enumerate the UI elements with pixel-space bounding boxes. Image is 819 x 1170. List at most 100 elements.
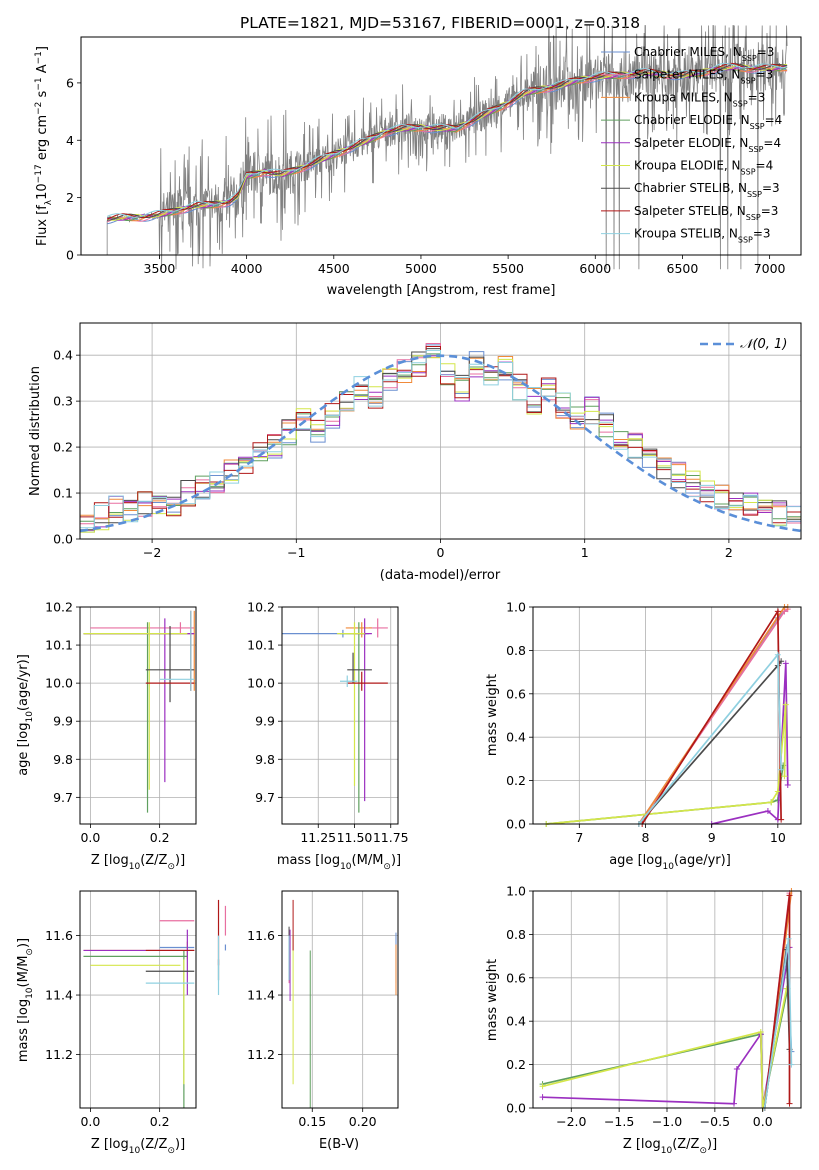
residual-y-ticklabel: 0.2 <box>53 440 73 455</box>
spectrum-y-ticklabel: 2 <box>66 190 74 205</box>
model-spectrum-line <box>107 62 788 218</box>
mw-age-x-ticklabel: 8 <box>642 830 650 845</box>
age-z-y-ticklabel: 10.1 <box>45 638 73 653</box>
age-z-x-ticklabel: 0.2 <box>150 830 170 845</box>
massweight-line <box>542 988 788 1109</box>
massweight-marker <box>778 766 785 773</box>
age-mass-y-ticklabel: 9.8 <box>255 752 275 767</box>
residual-y-label: Normed distribution <box>28 366 43 496</box>
mass-ebv-x-ticklabel: 0.20 <box>349 1114 377 1129</box>
mass-ebv-x-ticks: 0.15 0.20 <box>298 1108 377 1129</box>
massweight-vs-age-panel: 7 8 9 10 0.0 0.2 0.4 0.6 0.8 1.0 age [log10(age/… <box>485 600 802 872</box>
mass-z-x-label: Z [log10(Z/Z⊙)] <box>91 1137 185 1156</box>
age-mass-y-ticklabel: 10.0 <box>247 676 275 691</box>
mw-age-y-ticks: 0.0 0.2 0.4 0.6 0.8 1.0 <box>506 600 533 832</box>
spectrum-axes-frame <box>80 36 802 256</box>
mw-z-x-ticklabel: −1.0 <box>652 1114 682 1129</box>
mw-z-x-ticklabel: −1.5 <box>604 1114 634 1129</box>
mw-age-y-ticklabel: 1.0 <box>506 600 526 615</box>
mass-vs-ebv-panel: 0.15 0.20 11.2 11.4 11.6 E(B-V) <box>247 890 399 1152</box>
age-z-x-ticklabel: 0.0 <box>80 830 100 845</box>
mw-z-y-ticklabel: 0.6 <box>506 970 526 985</box>
age-z-axes-frame <box>79 606 197 825</box>
age-mass-x-ticks: 11.25 11.50 11.75 <box>300 824 409 845</box>
age-z-y-ticklabel: 10.0 <box>45 676 73 691</box>
mass-z-x-ticks: 0.0 0.2 <box>80 1108 170 1129</box>
residual-x-ticklabel: 1 <box>581 545 589 560</box>
legend-label: Chabrier STELIB, NSSP=3 <box>634 181 780 199</box>
legend-label: Kroupa MILES, NSSP=3 <box>634 90 765 108</box>
age-z-y-ticks: 9.7 9.8 9.9 10.0 10.1 10.2 <box>45 600 80 805</box>
legend-label: Salpeter ELODIE, NSSP=4 <box>634 136 781 154</box>
mw-age-y-label: mass weight <box>485 674 500 756</box>
mw-age-x-ticks: 7 8 9 10 <box>575 824 786 845</box>
residual-y-ticklabel: 0.4 <box>53 348 73 363</box>
mw-z-y-label: mass weight <box>485 959 500 1041</box>
mw-z-x-ticklabel: −0.5 <box>700 1114 730 1129</box>
age-z-x-label: Z [log10(Z/Z⊙)] <box>91 853 185 872</box>
age-mass-errorbars <box>282 618 388 813</box>
legend-label: Salpeter STELIB, NSSP=3 <box>634 204 778 222</box>
massweight-marker <box>774 797 781 804</box>
mass-z-y-ticklabel: 11.6 <box>45 928 73 943</box>
spectrum-x-ticklabel: 3500 <box>144 261 176 276</box>
age-mass-axes-frame <box>281 606 399 825</box>
mass-ebv-y-ticklabel: 11.4 <box>247 988 275 1003</box>
age-mass-x-ticklabel: 11.50 <box>337 830 373 845</box>
legend-label: Kroupa STELIB, NSSP=3 <box>634 227 771 245</box>
age-z-y-label: age [log10(age/yr)] <box>16 654 35 776</box>
massweight-vs-metallicity-panel: −2.0 −1.5 −1.0 −0.5 0.0 0.0 0.2 0.4 0.6 0.8 1.0 Z… <box>485 884 802 1156</box>
residual-x-ticklabel: −2 <box>143 545 161 560</box>
age-mass-x-ticklabel: 11.75 <box>373 830 409 845</box>
spectrum-x-ticklabel: 7000 <box>754 261 786 276</box>
spectrum-model-lines <box>107 62 788 225</box>
model-spectrum-line <box>107 63 788 221</box>
legend-label: Chabrier ELODIE, NSSP=4 <box>634 113 782 131</box>
age-mass-x-ticklabel: 11.25 <box>300 830 336 845</box>
spectrum-panel: 3500 4000 4500 5000 5500 6000 6500 7000 0 2 4 6 wa… <box>34 25 802 298</box>
massweight-marker <box>733 1065 740 1072</box>
spectrum-legend: Chabrier MILES, NSSP=3 Salpeter MILES, NS… <box>601 45 782 244</box>
mw-age-y-ticklabel: 0.6 <box>506 686 526 701</box>
mw-age-x-label: age [log10(age/yr)] <box>609 853 731 872</box>
mw-z-lines <box>539 888 795 1111</box>
mw-z-grid <box>533 890 801 1109</box>
mass-z-y-ticklabel: 11.4 <box>45 988 73 1003</box>
massweight-marker <box>539 1083 546 1090</box>
residual-histogram <box>80 349 801 529</box>
spectrum-x-ticklabel: 6000 <box>579 261 611 276</box>
residual-x-label: (data-model)/error <box>380 568 501 583</box>
age-vs-metallicity-panel: 0.0 0.2 9.7 9.8 9.9 10.0 10.1 10.2 Z [log10(Z/… <box>16 600 197 872</box>
age-mass-x-label: mass [log10(M/M⊙)] <box>277 853 401 872</box>
massweight-marker <box>786 1100 793 1107</box>
mass-z-x-ticklabel: 0.2 <box>150 1114 170 1129</box>
mass-ebv-x-ticklabel: 0.15 <box>298 1114 326 1129</box>
spectrum-x-ticklabel: 6500 <box>667 261 699 276</box>
residual-y-ticks: 0.0 0.1 0.2 0.3 0.4 <box>53 348 80 547</box>
mass-ebv-errorbars <box>288 899 397 1108</box>
mass-z-grid <box>80 891 196 1108</box>
age-vs-mass-panel: 11.25 11.50 11.75 9.7 9.8 9.9 10.0 10.1 10.2 ma… <box>247 600 408 873</box>
mw-z-x-label: Z [log10(Z/Z⊙)] <box>623 1137 717 1156</box>
residual-y-ticklabel: 0.3 <box>53 394 73 409</box>
spectrum-x-label: wavelength [Angstrom, rest frame] <box>327 283 556 298</box>
mw-z-x-ticks: −2.0 −1.5 −1.0 −0.5 0.0 <box>556 1108 773 1129</box>
mw-age-lines <box>543 604 791 827</box>
mass-ebv-axes-frame <box>281 890 399 1109</box>
age-mass-y-ticklabel: 10.1 <box>247 638 275 653</box>
legend-label: Salpeter MILES, NSSP=3 <box>634 68 773 86</box>
mw-age-x-ticklabel: 9 <box>708 830 716 845</box>
massweight-line <box>638 652 782 825</box>
mw-age-y-ticklabel: 0.8 <box>506 643 526 658</box>
mw-z-y-ticklabel: 0.0 <box>506 1101 526 1116</box>
massweight-marker <box>764 807 771 814</box>
residual-y-ticklabel: 0.1 <box>53 486 73 501</box>
age-z-y-ticklabel: 9.9 <box>53 714 73 729</box>
mass-vs-metallicity-panel: 0.0 0.2 11.2 11.4 11.6 Z [log10(Z/Z⊙)] mass… <box>16 890 227 1156</box>
mass-z-y-label: mass [log10(M/M⊙)] <box>16 938 35 1062</box>
model-spectrum-line <box>107 62 788 220</box>
mw-age-axes-frame <box>532 606 802 825</box>
legend-label: Chabrier MILES, NSSP=3 <box>634 45 774 63</box>
spectrum-x-ticklabel: 4000 <box>231 261 263 276</box>
